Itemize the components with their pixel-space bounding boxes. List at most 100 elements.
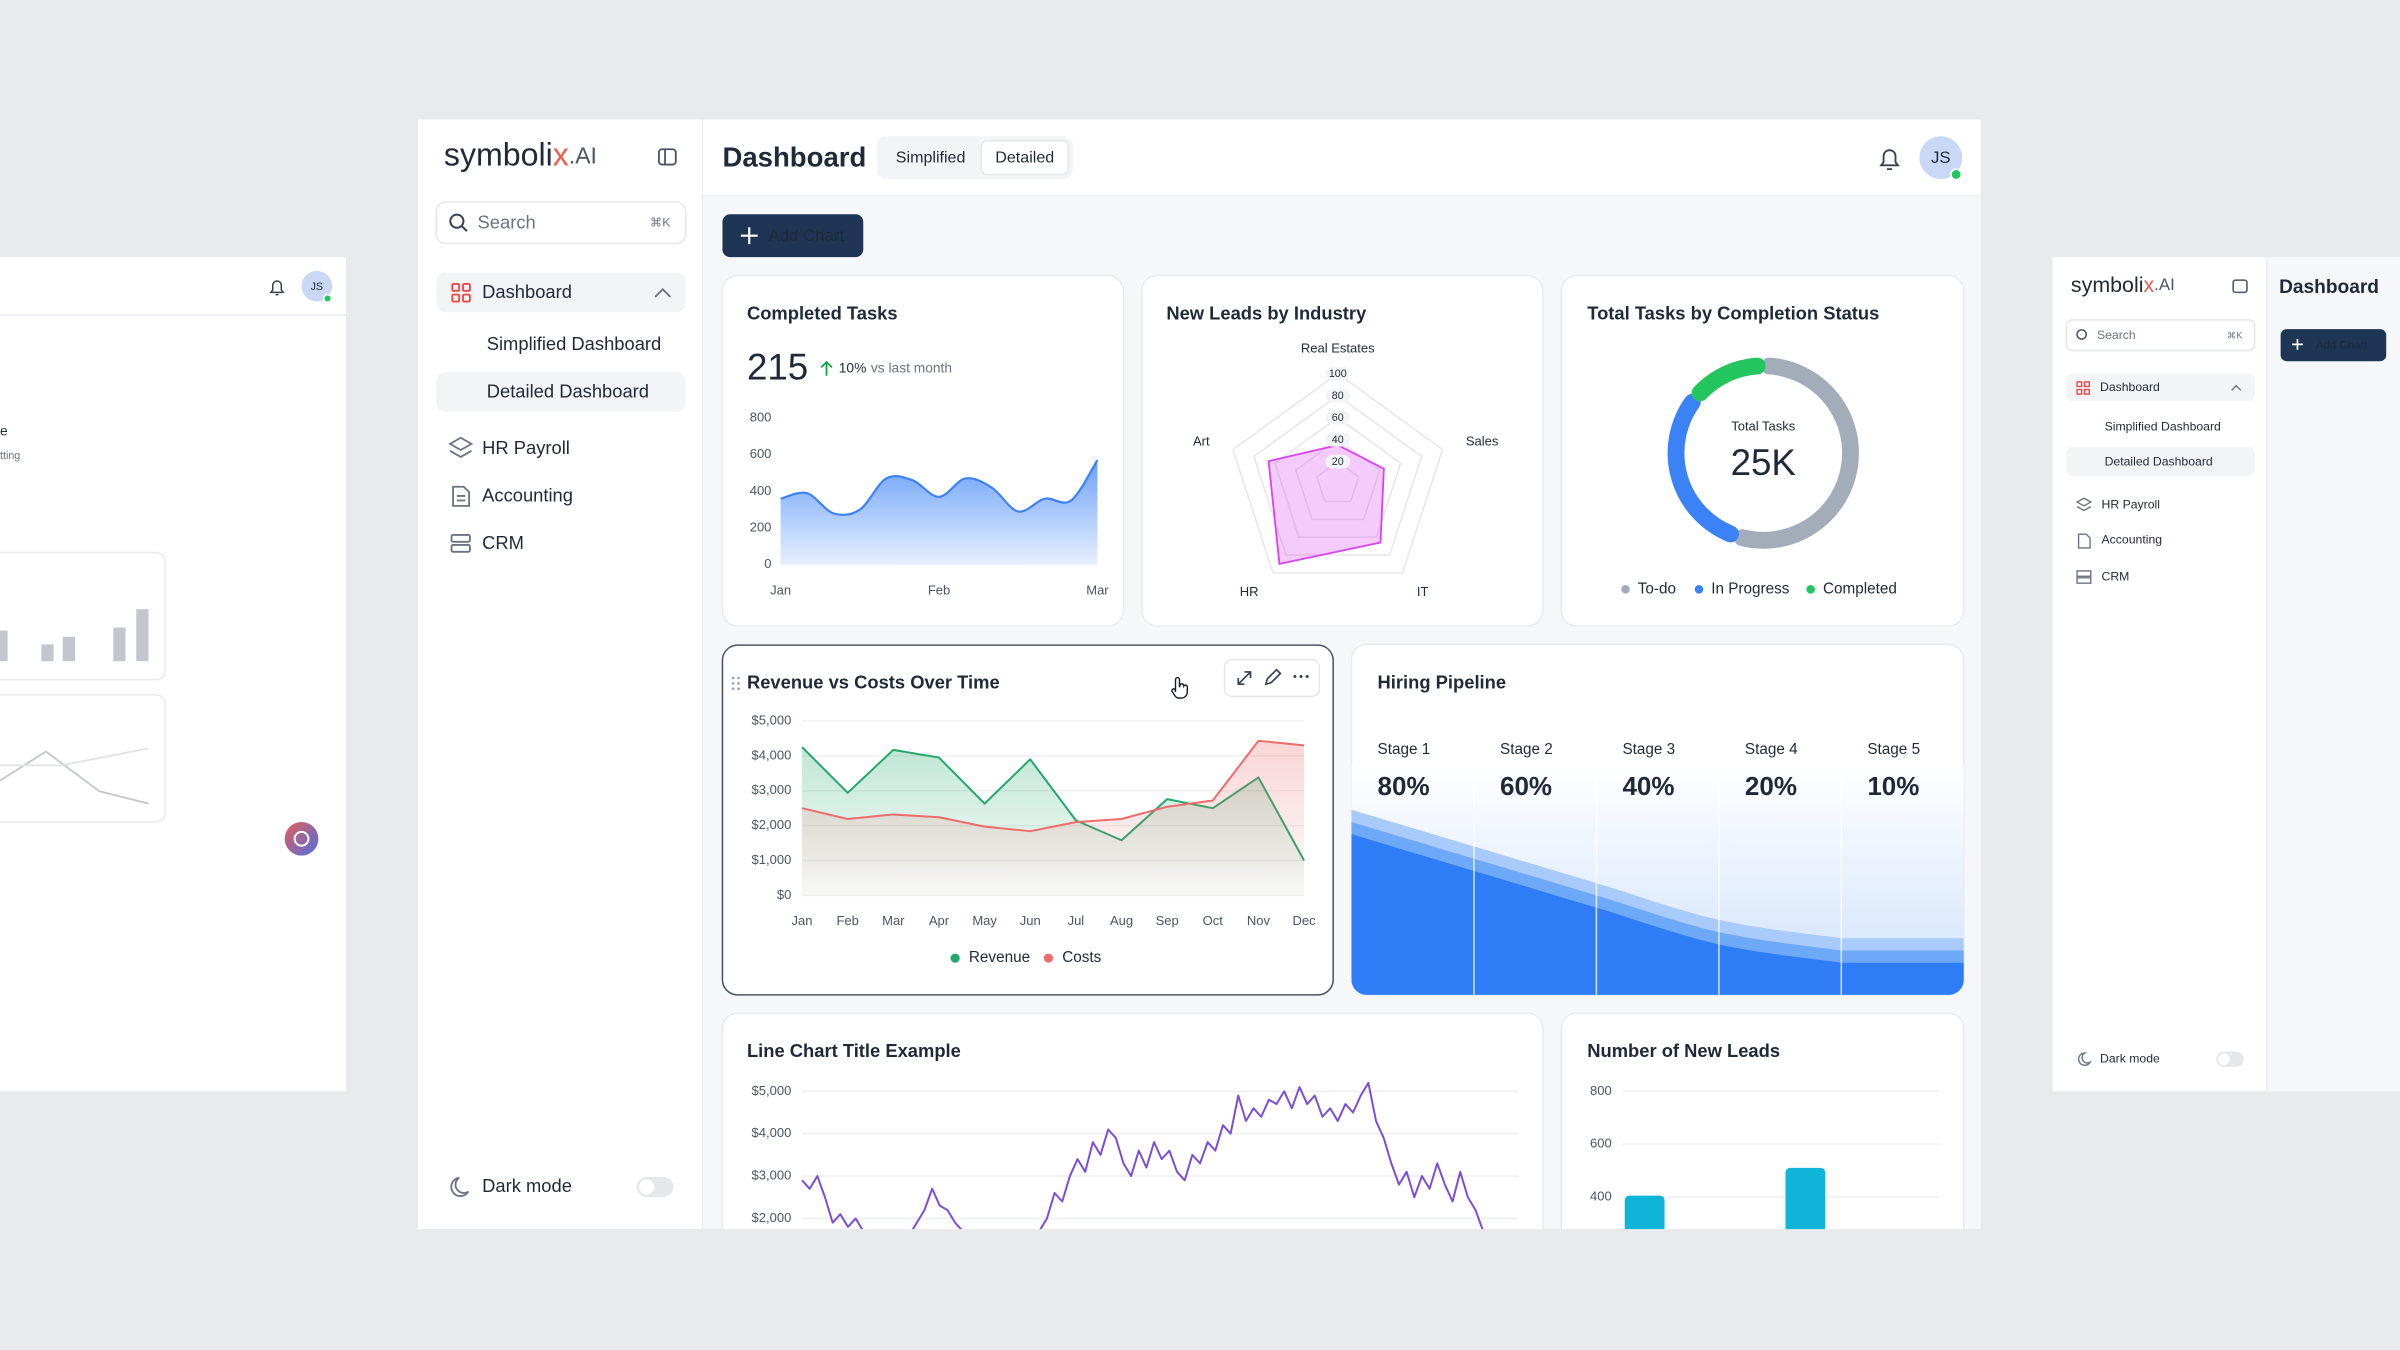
grid-ring: [1232, 372, 1444, 574]
tick-pill: [1325, 454, 1350, 469]
payroll-icon: [448, 436, 474, 458]
search-icon: [2076, 329, 2087, 340]
legend-label: Costs: [1062, 949, 1101, 966]
trend-arrow: [820, 360, 833, 376]
stage-label: Stage 4: [1745, 741, 1798, 758]
x-tick-label: Jan: [792, 913, 813, 928]
avatar[interactable]: [1919, 136, 1963, 180]
y-tick-label: $4,000: [752, 747, 792, 762]
nav-active: [436, 272, 686, 313]
radar-area: [1267, 444, 1385, 566]
y-tick-label: 0: [764, 556, 771, 571]
y-tick-label: 800: [1590, 1083, 1612, 1098]
y-tick-label: 200: [750, 519, 772, 534]
add-chart-label: Add Chart: [2316, 340, 2368, 352]
nav-subitem-active: [436, 371, 686, 412]
edit-icon[interactable]: [1264, 668, 1282, 686]
x-tick-label: Jan: [770, 582, 791, 597]
card: [1141, 274, 1544, 627]
dashboard-icon: [451, 283, 471, 303]
chevron[interactable]: [2231, 384, 2242, 391]
y-tick-label: $2,000: [752, 1210, 792, 1225]
legend-swatch: [1043, 953, 1054, 963]
y-tick-label: $3,000: [752, 782, 792, 797]
axis-label: Sales: [1466, 433, 1499, 448]
chevron[interactable]: [654, 287, 672, 298]
crm-icon: [450, 534, 471, 553]
search-box[interactable]: [435, 201, 687, 245]
tab[interactable]: Simplified: [896, 149, 966, 167]
donut-segment: [1691, 357, 1766, 402]
nav-subitem[interactable]: Detailed Dashboard: [2105, 454, 2213, 468]
tab[interactable]: Detailed: [995, 149, 1054, 167]
kpi-note: vs last month: [871, 361, 952, 376]
nav-item[interactable]: Dashboard: [2100, 380, 2160, 394]
nav-item[interactable]: HR Payroll: [482, 437, 570, 458]
stage-label: Stage 2: [1500, 741, 1553, 758]
accounting-icon: [452, 485, 471, 507]
axis-label: IT: [1417, 584, 1429, 599]
drag-handle[interactable]: [731, 676, 740, 691]
search-icon: [449, 213, 465, 229]
expand-icon[interactable]: [1237, 671, 1252, 686]
nav-subitem[interactable]: Simplified Dashboard: [2105, 419, 2221, 433]
legend-swatch: [1694, 585, 1704, 594]
search-box[interactable]: [2065, 319, 2256, 352]
funnel-layer: [1351, 834, 1964, 995]
x-tick-label: May: [972, 913, 997, 928]
r-tick-label: 100: [1329, 368, 1347, 380]
nav-item[interactable]: Accounting: [482, 485, 573, 506]
grid-ring: [1294, 438, 1381, 521]
dark-mode-label: Dark mode: [482, 1175, 572, 1196]
y-tick-label: 800: [750, 409, 772, 424]
preview-bars: [0, 609, 149, 662]
nav-item[interactable]: Dashboard: [482, 281, 572, 302]
nav-subitem[interactable]: Detailed Dashboard: [487, 380, 649, 401]
avatar[interactable]: [301, 270, 333, 302]
nav-item[interactable]: HR Payroll: [2102, 497, 2160, 511]
x-tick-label: Oct: [1203, 913, 1224, 928]
accounting-icon: [2077, 533, 2091, 549]
search-placeholder: Search: [2097, 328, 2136, 342]
nav-subitem[interactable]: Simplified Dashboard: [487, 333, 662, 354]
nav-item[interactable]: CRM: [482, 532, 524, 553]
kpi-change: 10%: [839, 361, 867, 376]
preview-content: [2266, 257, 2400, 1092]
card: [1560, 274, 1965, 627]
add-chart-button[interactable]: [2280, 329, 2387, 362]
y-tick-label: 400: [1590, 1188, 1612, 1203]
bar: [1624, 1195, 1665, 1230]
plus-icon: [2292, 339, 2303, 350]
tab-active: [980, 140, 1070, 176]
card-title: Line Chart Title Example: [747, 1040, 961, 1061]
nav-item[interactable]: CRM: [2102, 569, 2130, 583]
y-tick-label: $5,000: [752, 712, 792, 727]
collapse-icon[interactable]: [2232, 279, 2248, 294]
dashboard-icon: [2076, 381, 2090, 395]
x-tick-label: Jun: [1020, 913, 1041, 928]
logo: symbolix.AI: [2071, 273, 2175, 297]
toggle-knob: [639, 1179, 655, 1195]
legend-label: In Progress: [1711, 580, 1790, 597]
collapse-icon[interactable]: [658, 148, 677, 166]
assistant-button[interactable]: [284, 821, 319, 856]
x-tick-label: Jul: [1068, 913, 1085, 928]
more-icon[interactable]: [1293, 675, 1309, 679]
payroll-icon: [2075, 497, 2093, 512]
logo: symbolix.AI: [444, 137, 597, 173]
grid-ring: [1273, 416, 1402, 538]
dark-mode-label: Dark mode: [2100, 1051, 2160, 1065]
bell-icon[interactable]: [1879, 149, 1900, 171]
toggle-knob: [2218, 1053, 2230, 1065]
plus-icon: [740, 227, 758, 245]
card: [721, 1012, 1544, 1230]
nav-item[interactable]: Accounting: [2102, 533, 2163, 547]
card: [721, 274, 1125, 627]
legend-swatch: [950, 953, 960, 963]
preview-card: [0, 694, 167, 823]
crm-icon: [2076, 570, 2092, 584]
card-title: Number of New Leads: [1587, 1040, 1780, 1061]
stage-label: Stage 1: [1378, 741, 1431, 758]
add-chart-button[interactable]: [722, 214, 864, 258]
bell-icon[interactable]: [269, 280, 285, 296]
